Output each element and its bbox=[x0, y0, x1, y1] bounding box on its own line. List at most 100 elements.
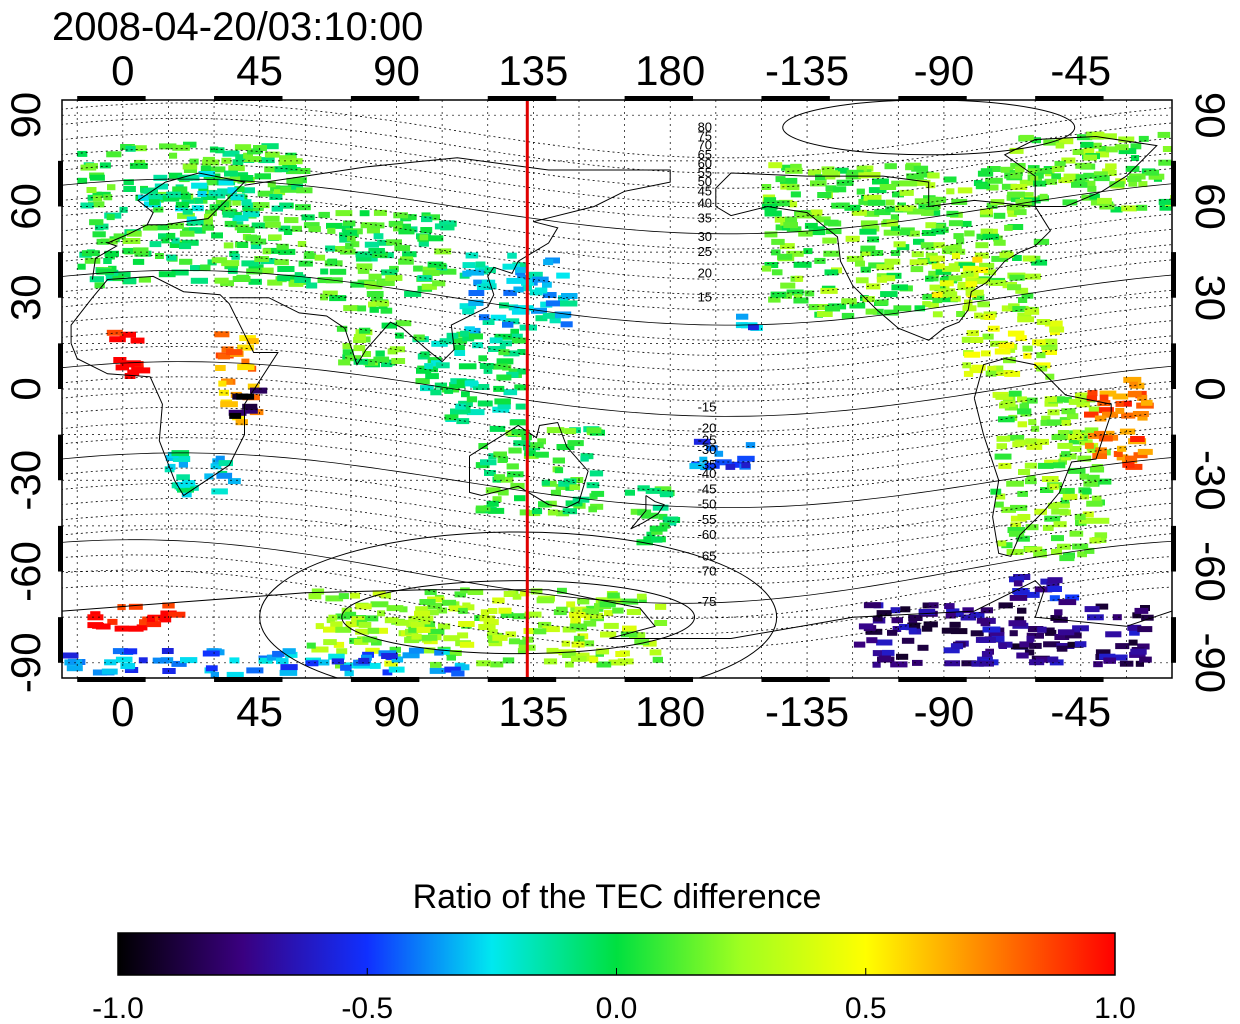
tec-cell bbox=[438, 268, 457, 275]
mag-latitude-line bbox=[62, 391, 1172, 448]
tec-cell bbox=[487, 346, 506, 352]
tec-cell bbox=[913, 238, 925, 245]
tec-cell bbox=[77, 150, 88, 157]
tec-cell bbox=[202, 159, 220, 166]
tec-cell bbox=[1091, 495, 1102, 502]
tec-cell bbox=[395, 619, 409, 626]
tec-cell bbox=[1015, 202, 1025, 209]
right-lat-tick-label: -30 bbox=[1187, 450, 1234, 511]
tec-cell bbox=[1000, 166, 1014, 173]
tec-cell bbox=[1138, 181, 1148, 188]
tec-cell bbox=[986, 202, 998, 209]
tec-cell bbox=[191, 182, 208, 189]
tec-cell bbox=[1128, 180, 1138, 187]
tec-cell bbox=[475, 261, 486, 268]
tec-cell bbox=[1049, 326, 1065, 333]
tec-cell bbox=[1061, 157, 1076, 164]
tec-cell bbox=[477, 400, 493, 407]
tec-cell bbox=[496, 476, 514, 483]
tec-cell bbox=[1061, 451, 1071, 458]
tec-cell bbox=[1124, 455, 1137, 462]
tec-cell bbox=[96, 238, 109, 245]
tec-cell bbox=[552, 457, 565, 464]
frame-bar bbox=[487, 96, 557, 101]
tec-cell bbox=[335, 246, 353, 252]
tec-cell bbox=[899, 229, 911, 236]
tec-cell bbox=[957, 187, 973, 194]
tec-cell bbox=[421, 216, 433, 223]
tec-cell bbox=[1025, 524, 1039, 531]
tec-cell bbox=[1058, 177, 1074, 184]
tec-cell bbox=[128, 603, 143, 610]
tec-cell bbox=[651, 528, 663, 535]
tec-cell bbox=[373, 356, 390, 363]
tec-cell bbox=[201, 194, 218, 200]
tec-cell bbox=[879, 655, 891, 662]
tec-cell bbox=[389, 265, 399, 272]
tec-cell bbox=[1033, 180, 1047, 187]
tec-cell bbox=[442, 599, 457, 606]
tec-cell bbox=[166, 232, 176, 239]
tec-cell bbox=[931, 263, 945, 270]
tec-cell bbox=[629, 631, 638, 638]
tec-cell bbox=[362, 351, 371, 357]
mag-latitude-label: 75 bbox=[698, 129, 712, 144]
tec-cell bbox=[457, 632, 469, 639]
tec-cell bbox=[133, 247, 149, 254]
frame-bar bbox=[761, 96, 830, 101]
tec-cell bbox=[876, 610, 892, 617]
tec-cell bbox=[497, 403, 511, 410]
tec-cell bbox=[1082, 511, 1094, 518]
tec-cell bbox=[1067, 434, 1084, 440]
mag-latitude-line bbox=[62, 554, 1172, 619]
tec-cell bbox=[478, 624, 496, 630]
tec-cell bbox=[336, 648, 348, 655]
tec-cell bbox=[388, 666, 405, 673]
tec-cell bbox=[1009, 274, 1025, 281]
tec-cell bbox=[1139, 656, 1152, 663]
tec-cell bbox=[622, 598, 639, 605]
tec-cell bbox=[856, 165, 867, 172]
tec-cell bbox=[949, 610, 964, 617]
tec-cell bbox=[488, 453, 497, 460]
tec-cell bbox=[1006, 549, 1024, 555]
tec-cell bbox=[1112, 614, 1122, 621]
tec-cell bbox=[228, 409, 247, 416]
tec-cell bbox=[424, 589, 437, 596]
tec-cell bbox=[339, 236, 355, 243]
tec-cell bbox=[277, 275, 291, 282]
tec-cell bbox=[1095, 649, 1111, 656]
tec-cell bbox=[1017, 490, 1028, 497]
tec-cell bbox=[1010, 172, 1021, 179]
tec-cell bbox=[596, 661, 612, 668]
tec-cell bbox=[1023, 352, 1032, 359]
mag-latitude-label: -20 bbox=[698, 421, 717, 436]
bottom-lon-tick-label: 0 bbox=[111, 688, 134, 735]
tec-cell bbox=[1007, 330, 1025, 337]
tec-cell bbox=[932, 297, 943, 304]
tec-cell bbox=[1059, 488, 1071, 494]
tec-cell bbox=[1007, 191, 1025, 198]
tec-cell bbox=[270, 185, 281, 192]
tec-cell bbox=[373, 233, 384, 240]
tec-cell bbox=[1019, 179, 1035, 186]
tec-cell bbox=[808, 304, 819, 311]
tec-cell bbox=[271, 205, 283, 212]
tec-cell bbox=[217, 353, 230, 360]
tec-cell bbox=[570, 655, 580, 662]
tec-cell bbox=[351, 616, 365, 623]
tec-cell bbox=[1001, 305, 1014, 312]
tec-cell bbox=[428, 628, 445, 635]
tec-cell bbox=[565, 661, 574, 668]
tec-cell bbox=[982, 626, 1001, 633]
tec-cell bbox=[421, 647, 436, 654]
colorbar-tick-label: 1.0 bbox=[1094, 992, 1136, 1024]
tec-cell bbox=[786, 250, 804, 257]
mag-latitude-line bbox=[62, 482, 1172, 539]
tec-cell bbox=[365, 358, 376, 365]
tec-cell bbox=[509, 419, 526, 426]
tec-cell bbox=[413, 334, 425, 341]
tec-cell bbox=[116, 271, 131, 278]
tec-cell bbox=[155, 253, 164, 259]
tec-cell bbox=[411, 633, 422, 640]
